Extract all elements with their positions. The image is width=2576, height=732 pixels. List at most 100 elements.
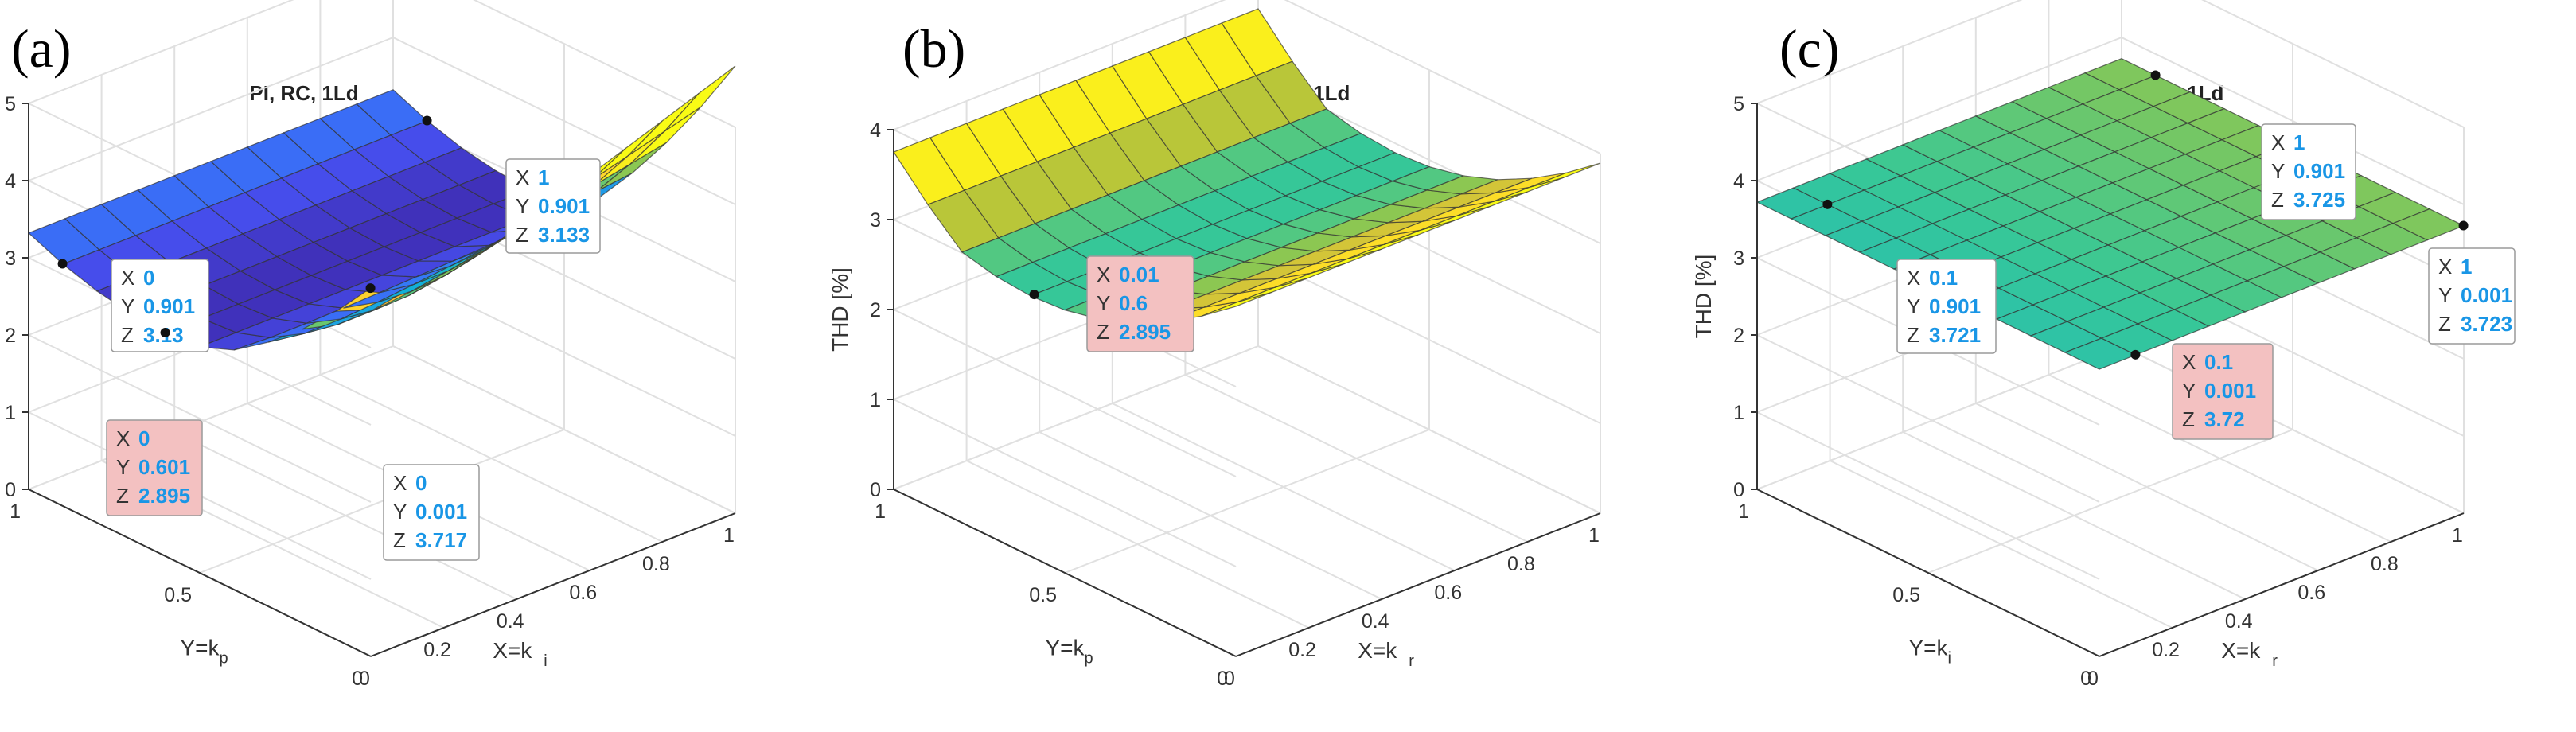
datatip: X 1Y 0.901 Z 3.725: [2150, 70, 2356, 220]
datatip-z-value: 2.895: [1119, 320, 1171, 344]
surface-patch: [664, 65, 736, 132]
datatip-marker: [2150, 70, 2161, 80]
datatip-box: [2261, 123, 2356, 220]
datatip-x-value: 0: [415, 471, 427, 495]
x-tick-label: 0.2: [2152, 639, 2180, 661]
datatip-z-value: 2.895: [138, 484, 190, 508]
datatip-box: [2172, 343, 2274, 440]
datatip-y-value: 0.001: [415, 500, 467, 524]
y-axis: [893, 489, 1237, 657]
y-tick-label: 1: [10, 500, 21, 523]
datatip-x-label: X: [1907, 266, 1920, 290]
z-tick-label: 0: [870, 479, 881, 501]
grid-line: [893, 309, 1237, 477]
datatip-box: [1896, 259, 1997, 354]
grid-line: [1064, 429, 1430, 574]
x-tick-label: 0: [359, 668, 370, 690]
z-tick-label: 0: [5, 479, 16, 501]
datatip-x-value: 0.1: [2204, 350, 2233, 374]
datatip-y-label: Y: [1097, 291, 1110, 315]
grid-line: [1756, 334, 2100, 503]
datatip-marker: [2130, 349, 2141, 360]
datatip-box: [383, 464, 480, 561]
grid-line: [28, 345, 394, 490]
datatip-x-value: 0: [143, 266, 154, 290]
datatip-z-value: 3.72: [2204, 407, 2245, 431]
z-tick-label: 1: [1733, 402, 1744, 424]
grid-line: [1756, 37, 2122, 181]
y-axis-label: Y=k: [180, 636, 220, 660]
panel-label: (b): [902, 18, 965, 79]
y-axis: [28, 489, 372, 657]
x-axis-label: X=k: [2221, 638, 2261, 663]
x-tick-label: 0: [1224, 668, 1235, 690]
x-axis-label: X=k: [1358, 638, 1397, 663]
datatip-z-label: Z: [2271, 188, 2284, 212]
datatip-marker: [1029, 290, 1039, 300]
datatip-z-label: Z: [2438, 312, 2451, 336]
y-tick-label: 0.5: [164, 584, 192, 606]
datatip-marker: [57, 259, 68, 269]
datatip-y-value: 0.901: [143, 294, 195, 318]
datatip-z-label: Z: [116, 484, 129, 508]
datatip-marker: [422, 115, 432, 126]
datatip-z-value: 3.717: [415, 528, 467, 552]
x-axis-label-sub: r: [1409, 652, 1414, 670]
datatip-z-label: Z: [1907, 323, 1919, 347]
y-axis-label-sub: i: [1948, 650, 1951, 668]
z-tick-label: 5: [5, 93, 16, 115]
surface-patch: [629, 106, 702, 165]
y-axis-label: Y=k: [1045, 636, 1085, 660]
z-tick-label: 5: [1733, 93, 1744, 115]
datatip-z-value: 3.723: [2461, 312, 2512, 336]
y-tick-label: 0.5: [1892, 584, 1920, 606]
y-tick-label: 0: [352, 668, 363, 690]
datatip-z-label: Z: [2182, 407, 2195, 431]
grid-line: [893, 399, 1237, 567]
datatip-y-label: Y: [121, 294, 134, 318]
datatip-x-value: 1: [2293, 130, 2305, 154]
x-axis: [1235, 512, 1601, 657]
datatip-x-value: 1: [538, 165, 549, 189]
x-axis: [370, 512, 736, 657]
x-tick-label: 0.8: [642, 553, 670, 575]
panel-label: (c): [1779, 18, 1839, 79]
datatip-y-value: 0.901: [1929, 294, 1981, 318]
surface-patch: [627, 92, 700, 157]
x-tick-label: 0.6: [2297, 582, 2325, 604]
surface-patch: [2391, 208, 2465, 241]
grid-line: [1927, 429, 2293, 574]
datatip: X 1Y 0.901 Z 3.133: [422, 115, 601, 254]
datatip-marker: [2458, 220, 2469, 231]
datatip-x-value: 0: [138, 426, 150, 450]
x-tick-label: 0.8: [2371, 553, 2399, 575]
z-tick-label: 1: [5, 402, 16, 424]
y-tick-label: 1: [1738, 500, 1749, 523]
z-tick-label: 0: [1733, 479, 1744, 501]
datatip-x-value: 1: [2461, 255, 2472, 278]
datatip-box: [2428, 247, 2516, 345]
datatip-x-label: X: [121, 266, 134, 290]
datatip-y-label: Y: [393, 500, 407, 524]
y-axis: [1756, 489, 2100, 657]
datatip-marker: [1822, 199, 1833, 209]
grid-line: [1756, 411, 2100, 580]
datatip-y-label: Y: [116, 455, 130, 479]
datatip-y-value: 0.601: [138, 455, 190, 479]
datatip-y-value: 0.6: [1119, 291, 1148, 315]
x-axis-label: X=k: [493, 638, 532, 663]
panel-label: (a): [11, 18, 71, 79]
grid-line: [893, 345, 1259, 490]
z-axis-label: THD [%]: [828, 267, 852, 352]
z-axis-label: THD [%]: [1691, 255, 1716, 339]
grid-line: [893, 0, 1226, 130]
datatip-x-label: X: [393, 471, 407, 495]
z-tick-label: 4: [1733, 170, 1744, 193]
z-tick-label: 3: [870, 209, 881, 232]
datatip-x-label: X: [1097, 263, 1110, 286]
z-tick-label: 2: [870, 299, 881, 321]
x-tick-label: 0.2: [1288, 639, 1316, 661]
